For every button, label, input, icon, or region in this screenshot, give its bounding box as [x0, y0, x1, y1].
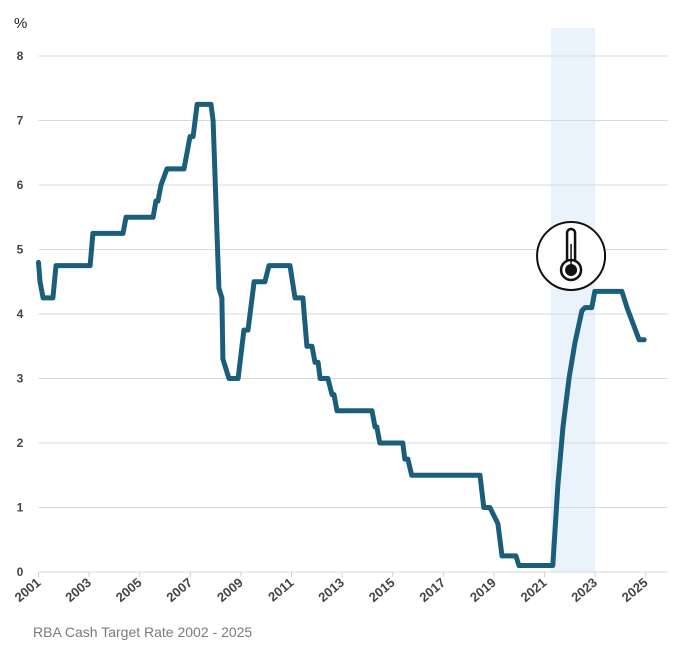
x-tick-label: 2005	[113, 575, 145, 605]
x-axis-ticks: 2001 2003 2005 2007 2009 2011 2013 2015 2017 2019…	[12, 572, 651, 605]
thermometer-icon-stem	[565, 227, 577, 262]
y-tick-label: 7	[17, 114, 24, 128]
y-tick-label: 5	[17, 243, 24, 257]
gridlines	[38, 55, 668, 573]
thermometer-icon	[536, 220, 607, 291]
chart-caption: RBA Cash Target Rate 2002 - 2025	[33, 624, 253, 640]
y-tick-label: 3	[17, 372, 24, 386]
y-axis-unit-label: %	[14, 15, 27, 32]
x-tick-label: 2015	[366, 575, 398, 605]
x-tick-label: 2021	[518, 575, 550, 605]
y-tick-label: 6	[17, 178, 24, 192]
thermometer-icon-fill	[565, 263, 578, 276]
y-tick-label: 8	[17, 49, 24, 63]
x-tick-label: 2023	[568, 575, 600, 605]
x-tick-label: 2003	[62, 575, 94, 605]
x-tick-label: 2019	[467, 575, 499, 605]
x-tick-label: 2017	[416, 575, 448, 605]
x-tick-label: 2013	[315, 575, 347, 605]
x-tick-label: 2009	[214, 575, 246, 605]
series-line	[36, 101, 647, 568]
x-tick-label: 2007	[163, 575, 195, 605]
y-tick-label: 4	[17, 307, 24, 321]
x-tick-label: 2025	[619, 575, 651, 605]
y-tick-label: 0	[17, 565, 24, 579]
x-tick-label: 2001	[12, 575, 44, 605]
y-tick-label: 2	[17, 436, 24, 450]
x-tick-label: 2011	[265, 575, 296, 605]
y-tick-label: 1	[17, 501, 24, 515]
y-axis-ticks: 0 1 2 3 4 5 6 7 8	[17, 49, 24, 579]
